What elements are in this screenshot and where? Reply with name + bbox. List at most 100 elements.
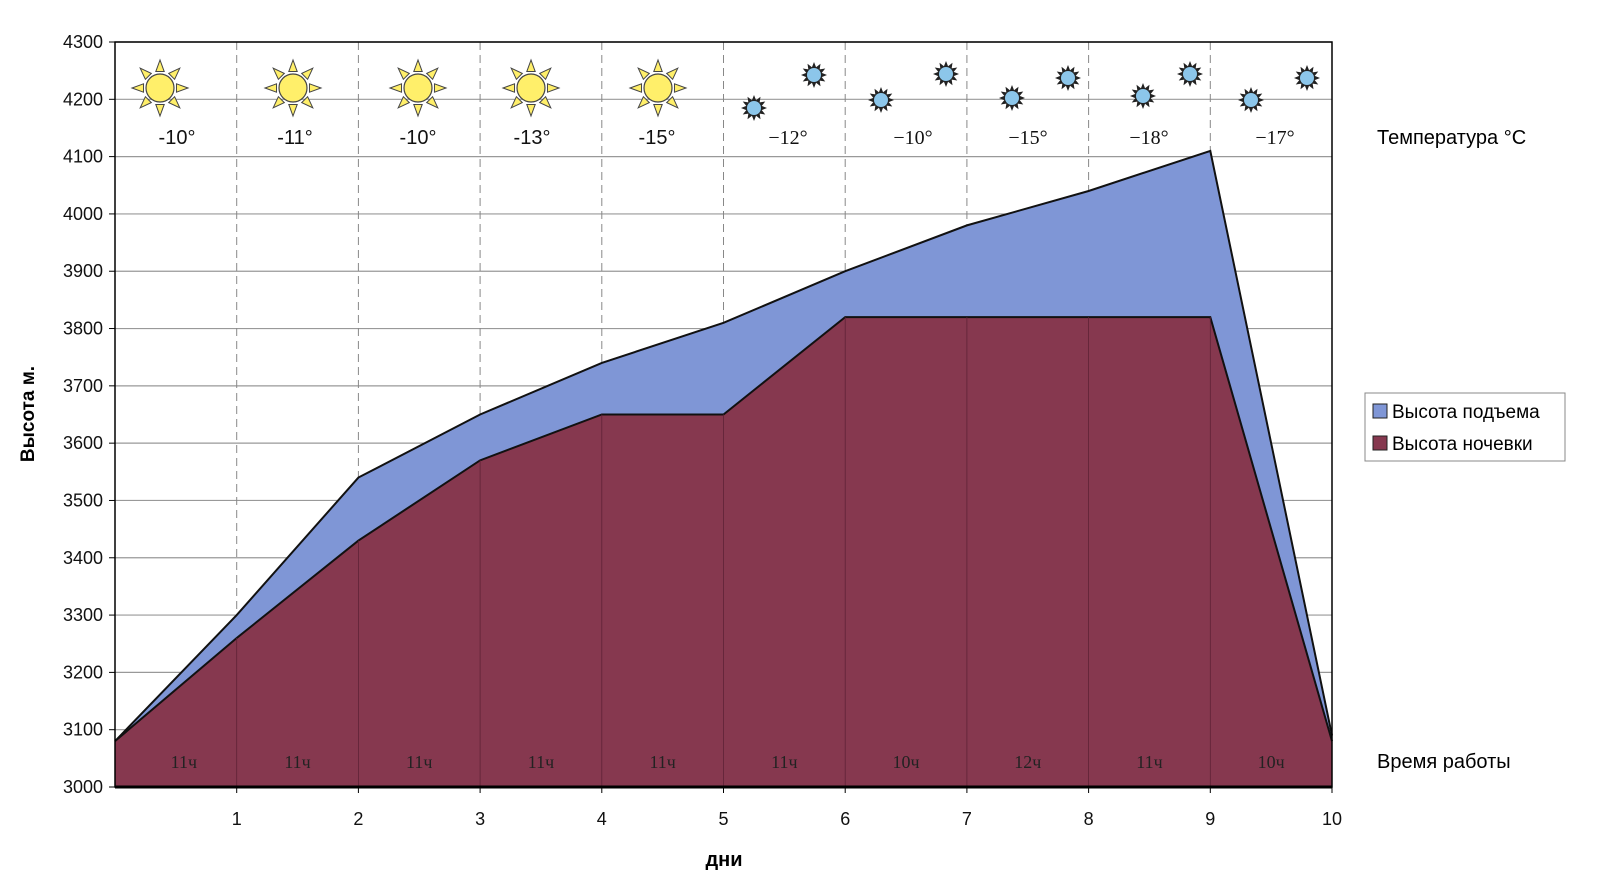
temperature-value: −17°	[1255, 127, 1294, 149]
sun-ray	[546, 83, 561, 93]
sun-ray	[272, 95, 286, 109]
x-tick-label: 3	[475, 809, 485, 829]
sun-disc	[278, 73, 308, 103]
x-tick-label: 7	[962, 809, 972, 829]
snowflake-core	[1005, 91, 1019, 105]
x-tick-label: 4	[597, 809, 607, 829]
sun-ray	[425, 95, 439, 109]
sun-ray	[130, 83, 145, 93]
work-time-value: 11ч	[1136, 752, 1162, 772]
sun-ray	[510, 95, 524, 109]
legend-label-camp: Высота ночевки	[1392, 434, 1533, 455]
y-tick-label: 3200	[63, 662, 103, 682]
x-axis-label: дни	[705, 849, 742, 871]
sun-ray	[538, 95, 552, 109]
temperature-value: -15°	[639, 127, 676, 149]
sun-ray	[263, 83, 278, 93]
x-tick-label: 8	[1084, 809, 1094, 829]
sun-ray	[288, 58, 298, 73]
sun-ray	[510, 67, 524, 81]
sun-ray	[665, 67, 679, 81]
snowflake-core	[1136, 89, 1150, 103]
sun-ray	[425, 67, 439, 81]
sun-ray	[300, 95, 314, 109]
snowflake-core	[747, 101, 761, 115]
sun-ray	[413, 103, 423, 118]
sun-ray	[653, 103, 663, 118]
snowflake-icon	[741, 95, 767, 121]
sun-ray	[653, 58, 663, 73]
sun-ray	[397, 67, 411, 81]
sun-icon	[501, 58, 561, 118]
temperature-value: −10°	[893, 127, 932, 149]
sun-icon	[628, 58, 688, 118]
work-time-value: 12ч	[1014, 752, 1041, 772]
sun-ray	[308, 83, 323, 93]
sun-ray	[397, 95, 411, 109]
sun-ray	[637, 95, 651, 109]
work-time-label: Время работы	[1377, 751, 1511, 773]
legend: Высота подъема Высота ночевки	[1364, 392, 1566, 462]
sun-ray	[501, 83, 516, 93]
sun-ray	[526, 103, 536, 118]
y-tick-label: 3000	[63, 777, 103, 797]
line-series-0	[114, 149, 1333, 742]
x-tick-label: 10	[1322, 809, 1342, 829]
snowflake-icon	[868, 87, 894, 113]
snowflake-icon	[999, 85, 1025, 111]
sun-disc	[145, 73, 175, 103]
snowflake-icon	[1294, 65, 1320, 91]
weather-row	[130, 58, 1320, 121]
legend-swatch-camp	[1372, 435, 1388, 451]
snowflake-core	[939, 67, 953, 81]
snowflake-icon	[801, 62, 827, 88]
x-tick-label: 5	[718, 809, 728, 829]
work-time-value: 11ч	[406, 752, 432, 772]
sun-ray	[139, 95, 153, 109]
sun-ray	[388, 83, 403, 93]
x-tick-label: 1	[232, 809, 242, 829]
sun-disc	[643, 73, 673, 103]
y-tick-label: 3800	[63, 319, 103, 339]
y-tick-label: 4100	[63, 147, 103, 167]
work-time-value: 11ч	[649, 752, 675, 772]
temperature-label: Температура °C	[1377, 127, 1526, 149]
work-time-value: 11ч	[528, 752, 554, 772]
sun-ray	[155, 103, 165, 118]
x-tick-label: 9	[1205, 809, 1215, 829]
sun-ray	[167, 67, 181, 81]
temperature-value: −12°	[768, 127, 807, 149]
snowflake-core	[1244, 93, 1258, 107]
x-tick-label: 2	[353, 809, 363, 829]
sun-ray	[413, 58, 423, 73]
temperature-value: -13°	[514, 127, 551, 149]
y-tick-label: 3700	[63, 376, 103, 396]
temperature-value: -10°	[400, 127, 437, 149]
snowflake-icon	[1130, 83, 1156, 109]
snowflake-core	[1300, 71, 1314, 85]
sun-ray	[272, 67, 286, 81]
snowflake-icon	[933, 61, 959, 87]
snowflake-core	[1061, 71, 1075, 85]
temperature-value: -10°	[159, 127, 196, 149]
sun-disc	[516, 73, 546, 103]
sun-icon	[130, 58, 190, 118]
sun-ray	[526, 58, 536, 73]
labels: -10° -11° -10° -13° -15° −12° −10° −15° −18° −17°…	[159, 127, 1295, 772]
sun-ray	[665, 95, 679, 109]
snowflake-core	[807, 68, 821, 82]
x-tick-label: 6	[840, 809, 850, 829]
y-tick-label: 3300	[63, 605, 103, 625]
temperature-value: −15°	[1008, 127, 1047, 149]
sun-ray	[628, 83, 643, 93]
work-time-value: 11ч	[771, 752, 797, 772]
sun-ray	[300, 67, 314, 81]
y-tick-label: 4300	[63, 32, 103, 52]
sun-ray	[288, 103, 298, 118]
axes: 3000 3100 3200 3300 3400 3500 3600 3700 3800 3900…	[63, 32, 1342, 829]
work-time-value: 11ч	[171, 752, 197, 772]
sun-ray	[637, 67, 651, 81]
y-tick-label: 3900	[63, 261, 103, 281]
y-tick-label: 3600	[63, 433, 103, 453]
